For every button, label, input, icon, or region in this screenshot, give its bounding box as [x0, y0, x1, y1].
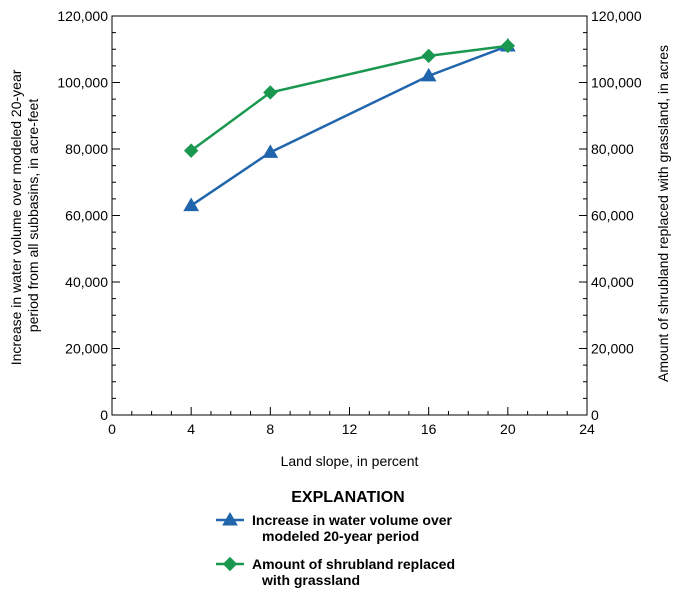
triangle-marker: [420, 67, 437, 82]
x-tick-label: 8: [266, 421, 274, 437]
series-1: [183, 37, 516, 212]
right-y-tick-label: 60,000: [591, 208, 634, 224]
x-tick-label: 16: [421, 421, 437, 437]
series-layer: [183, 37, 516, 212]
series-2: [183, 38, 516, 158]
right-y-axis-ticks: 0 20,000 40,000 60,000 80,000 100,000 120,000: [579, 8, 642, 423]
left-y-tick-label: 60,000: [65, 208, 108, 224]
legend-item-2: Amount of shrubland replaced with grassla…: [216, 556, 455, 588]
legend-label-line: Amount of shrubland replaced: [252, 556, 455, 572]
legend-label-line: modeled 20-year period: [262, 528, 419, 544]
right-y-tick-label: 20,000: [591, 341, 634, 357]
diamond-marker: [500, 38, 516, 54]
triangle-marker: [262, 144, 279, 158]
diamond-marker: [263, 85, 278, 100]
diamond-marker: [183, 143, 199, 158]
right-y-tick-label: 100,000: [591, 75, 642, 91]
legend: EXPLANATION Increase in water volume ove…: [216, 489, 455, 588]
x-tick-label: 20: [500, 421, 516, 437]
legend-label-line: with grassland: [261, 572, 360, 588]
left-y-axis-title-line-2: period from all subbasins, in acre-feet: [25, 99, 41, 333]
left-y-tick-label: 120,000: [57, 8, 108, 24]
x-axis-ticks: 0 4 8 12 16 20 24: [108, 407, 595, 437]
triangle-marker: [183, 197, 200, 212]
plot-border: [111, 15, 588, 416]
plot-frame: [111, 15, 588, 416]
legend-label-line: Increase in water volume over: [252, 512, 453, 528]
x-tick-label: 24: [579, 421, 595, 437]
left-y-tick-label: 0: [100, 407, 108, 423]
left-y-axis-title: Increase in water volume over modeled 20…: [8, 66, 41, 366]
left-y-tick-label: 20,000: [65, 341, 108, 357]
left-y-tick-label: 40,000: [65, 274, 108, 290]
right-y-tick-label: 120,000: [591, 8, 642, 24]
series-line: [190, 44, 509, 207]
legend-item-1: Increase in water volume over modeled 20-…: [216, 512, 453, 544]
right-y-tick-label: 40,000: [591, 274, 634, 290]
left-y-tick-label: 80,000: [65, 141, 108, 157]
right-y-tick-label: 80,000: [591, 141, 634, 157]
series-line: [190, 44, 508, 152]
left-y-axis-ticks: 0 20,000 40,000 60,000 80,000 100,000 120,000: [57, 8, 120, 423]
left-y-tick-label: 100,000: [57, 75, 108, 91]
right-y-axis-title: Amount of shrubland replaced with grassl…: [655, 45, 671, 382]
legend-title: EXPLANATION: [291, 489, 404, 506]
diamond-marker: [421, 48, 436, 64]
x-tick-label: 4: [187, 421, 195, 437]
legend-diamond-marker: [222, 556, 238, 572]
left-y-axis-title-line-1: Increase in water volume over modeled 20…: [8, 69, 24, 365]
legend-items: Increase in water volume over modeled 20-…: [216, 512, 455, 588]
x-tick-label: 12: [342, 421, 358, 437]
right-y-tick-label: 0: [591, 407, 599, 423]
x-tick-label: 0: [108, 421, 116, 437]
legend-triangle-marker: [222, 512, 238, 526]
x-axis-title: Land slope, in percent: [281, 453, 419, 469]
legend-label: Increase in water volume over modeled 20-…: [252, 512, 453, 544]
legend-label: Amount of shrubland replaced with grassla…: [252, 556, 455, 588]
